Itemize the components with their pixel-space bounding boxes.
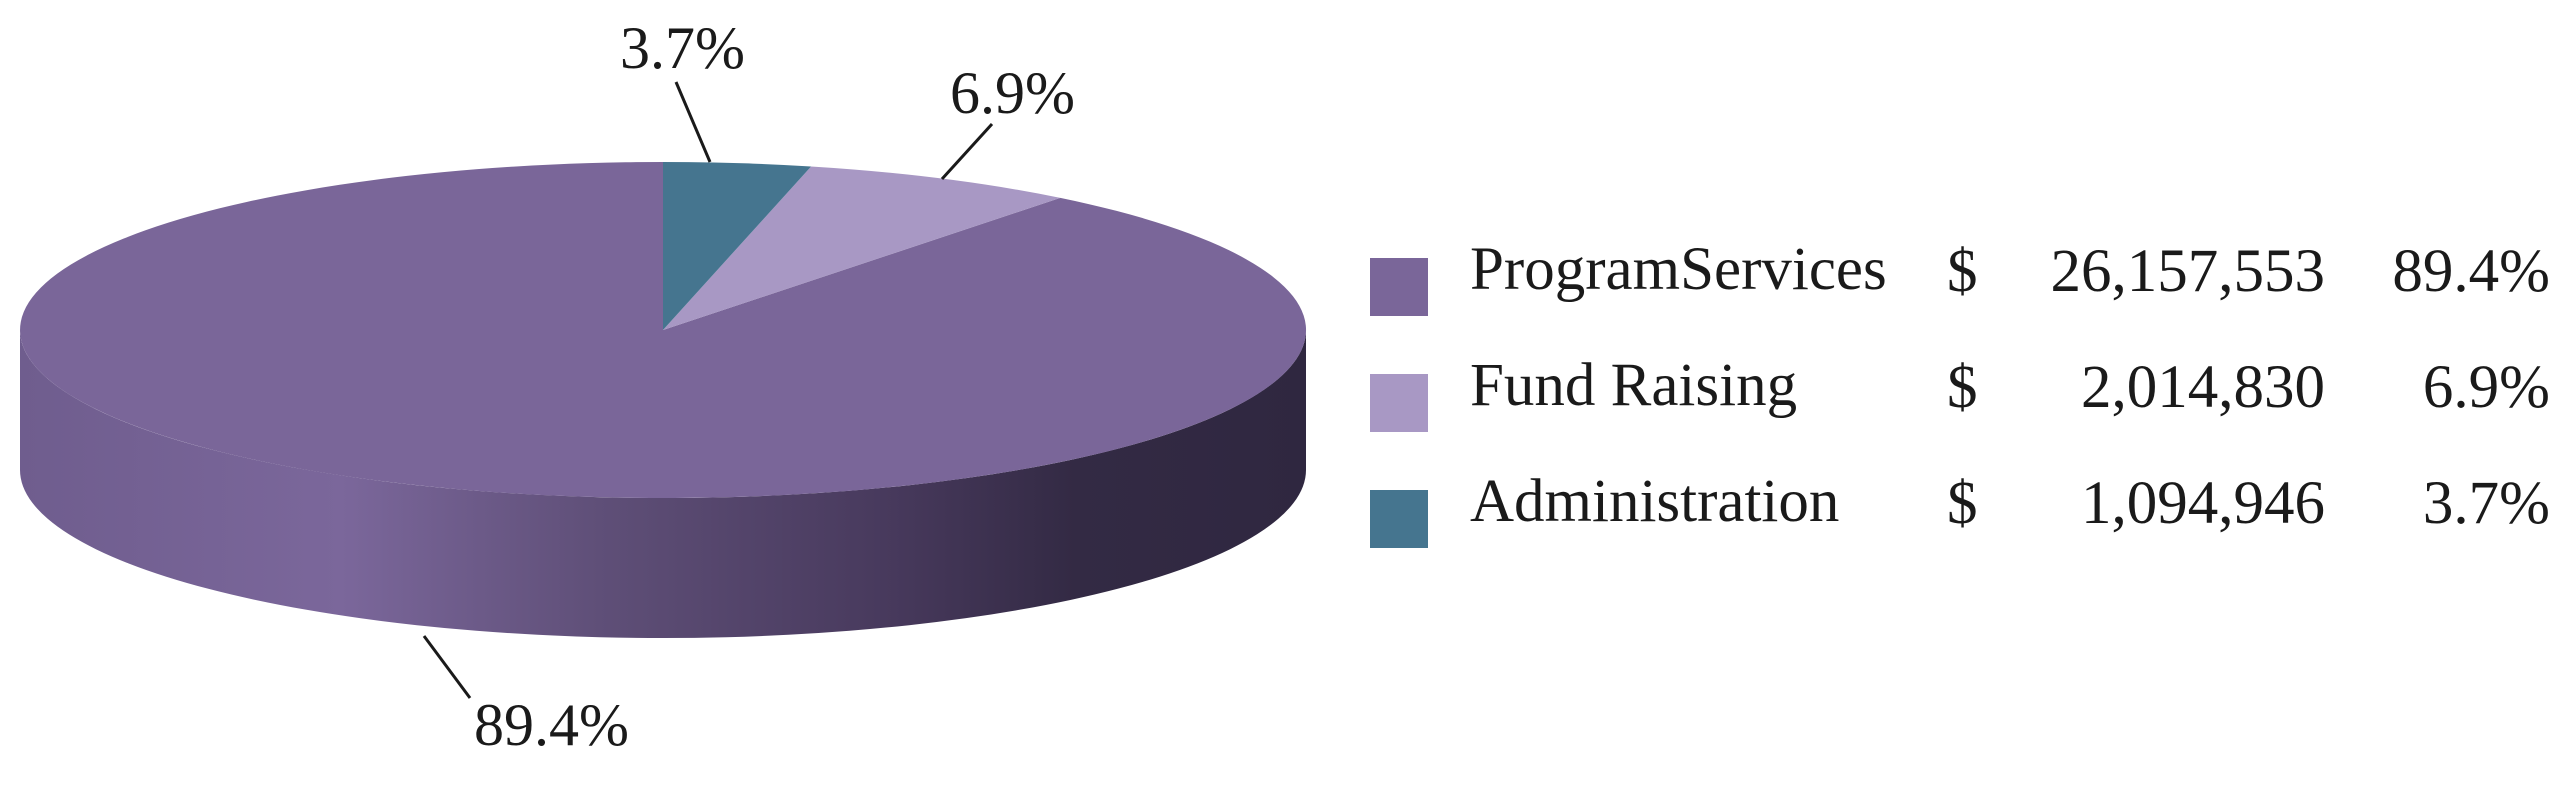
pie-slice-administration: [663, 162, 812, 330]
leader-line-administration: [674, 81, 712, 163]
legend-dollar-administration: $: [1947, 470, 1978, 537]
legend-dollar-program-services: $: [1947, 238, 1978, 305]
legend-percent-administration: 3.7%: [2422, 470, 2550, 537]
legend-amount-administration: 1,094,946: [2081, 470, 2325, 537]
legend-percent-program-services: 89.4%: [2392, 238, 2550, 305]
legend-dollar-fund-raising: $: [1947, 354, 1978, 421]
legend-amount-fund-raising: 2,014,830: [2081, 354, 2325, 421]
legend-row-fund-raising: Fund Raising $ 2,014,830 6.9%: [1370, 352, 2550, 472]
legend: ProgramServices $ 26,157,553 89.4% Fund …: [1370, 236, 2550, 588]
legend-label-program-services: ProgramServices: [1470, 236, 1887, 303]
legend-row-program-services: ProgramServices $ 26,157,553 89.4%: [1370, 236, 2550, 356]
pie-slice-fund-raising: [663, 166, 1061, 330]
legend-amount-program-services: 26,157,553: [2050, 238, 2326, 305]
data-label-administration: 3.7%: [620, 15, 745, 81]
data-label-program-services: 89.4%: [474, 692, 629, 758]
legend-swatch-program-services: [1370, 258, 1428, 316]
legend-swatch-fund-raising: [1370, 374, 1428, 432]
pie-slice-program-services: [20, 162, 1307, 498]
pie-chart: 3.7% 6.9% 89.4%: [20, 15, 1307, 758]
legend-label-administration: Administration: [1470, 468, 1840, 535]
legend-swatch-administration: [1370, 490, 1428, 548]
data-label-fund-raising: 6.9%: [950, 60, 1075, 126]
legend-label-fund-raising: Fund Raising: [1470, 352, 1798, 419]
leader-line-program-services: [422, 635, 472, 699]
legend-percent-fund-raising: 6.9%: [2422, 354, 2550, 421]
legend-row-administration: Administration $ 1,094,946 3.7%: [1370, 468, 2550, 588]
pie-side-program-services: [20, 330, 1306, 638]
leader-line-fund-raising: [940, 122, 994, 181]
